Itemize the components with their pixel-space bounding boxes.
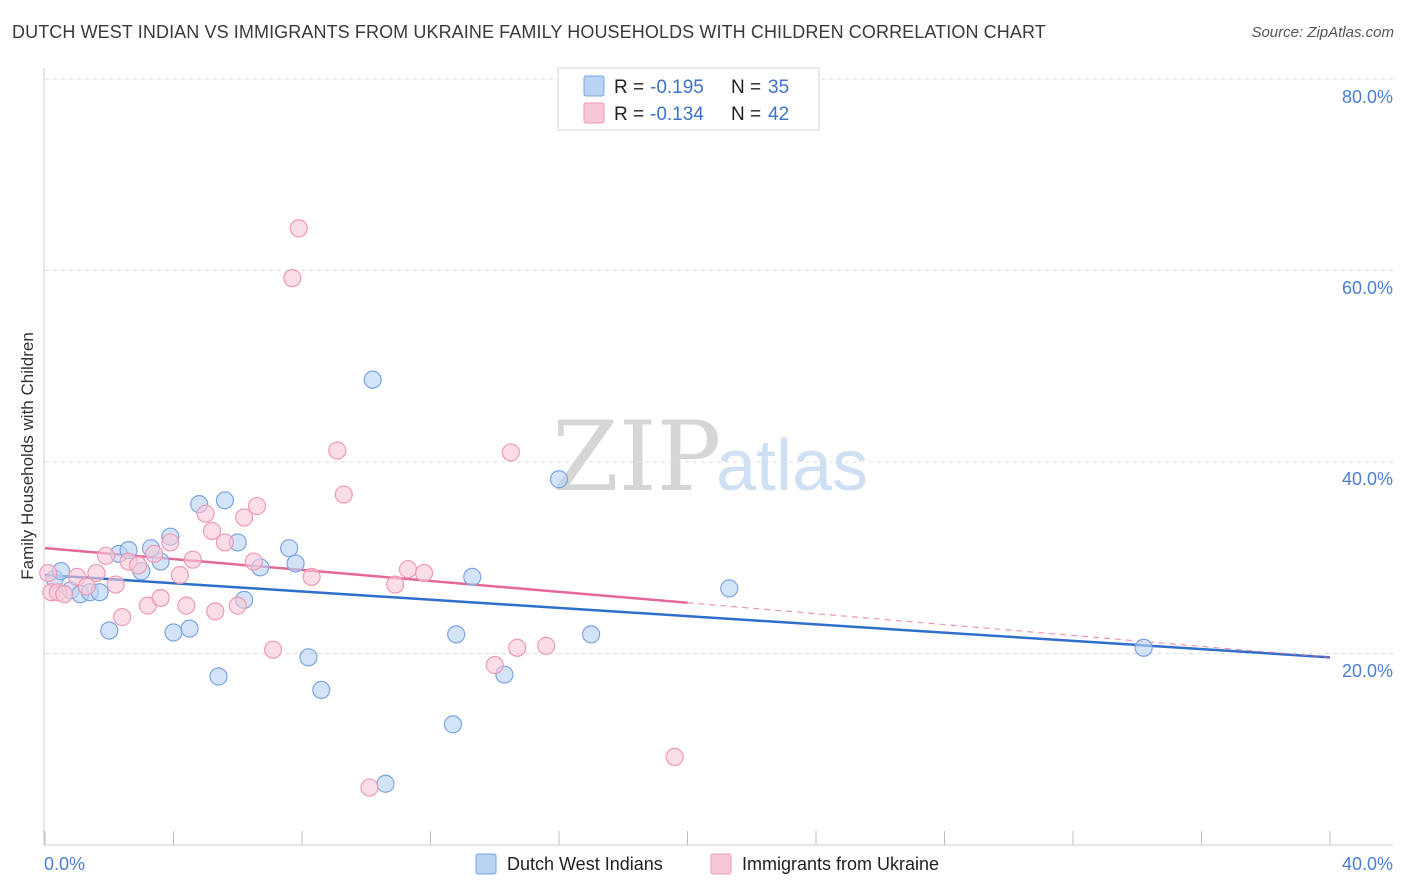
point-pink-32 — [334, 485, 353, 504]
y-tick-label-60: 60.0% — [1342, 278, 1393, 298]
point-pink-24 — [235, 508, 254, 527]
axis-layer — [43, 68, 1393, 846]
point-pink-25 — [244, 552, 263, 571]
point-pink-19 — [196, 504, 215, 523]
y-tick-label-20: 20.0% — [1342, 661, 1393, 681]
point-blue-32 — [582, 625, 601, 644]
point-pink-22 — [215, 533, 234, 552]
point-blue-22 — [286, 554, 305, 573]
point-layer — [39, 219, 1153, 797]
point-blue-34 — [1134, 638, 1153, 657]
legend-top-swatch-blue — [583, 75, 605, 97]
point-pink-35 — [398, 560, 418, 579]
point-pink-40 — [537, 636, 556, 655]
watermark-zip: ZIP — [552, 401, 721, 513]
legend-top-r-label-blue: R = — [614, 77, 644, 98]
point-blue-26 — [376, 774, 395, 793]
point-blue-23 — [299, 648, 318, 667]
point-pink-31 — [328, 441, 347, 460]
point-pink-37 — [485, 655, 504, 675]
point-pink-7 — [96, 546, 116, 565]
point-blue-25 — [363, 370, 382, 389]
legend-top-n-label-pink: N = — [731, 104, 761, 125]
point-blue-28 — [447, 625, 466, 644]
legend-bottom-swatch-pink — [710, 853, 732, 875]
chart-title: DUTCH WEST INDIAN VS IMMIGRANTS FROM UKR… — [12, 22, 1046, 42]
point-blue-6 — [100, 621, 119, 640]
trend-line-pink-dashed — [687, 602, 1331, 658]
point-pink-34 — [386, 575, 405, 594]
point-blue-27 — [443, 715, 463, 734]
legend-top-r-value-blue: -0.195 — [650, 77, 704, 98]
point-pink-15 — [161, 533, 180, 552]
y-tick-label-80: 80.0% — [1342, 87, 1393, 107]
trend-line-blue — [44, 573, 1331, 659]
x-tick-label-max: 40.0% — [1342, 854, 1393, 874]
point-pink-16 — [170, 565, 190, 585]
point-blue-13 — [164, 623, 183, 642]
legend-bottom-swatch-blue — [475, 853, 497, 875]
point-pink-21 — [206, 602, 225, 621]
point-pink-14 — [151, 588, 170, 608]
legend-top-n-label-blue: N = — [731, 77, 761, 98]
y-tick-label-40: 40.0% — [1342, 469, 1393, 489]
point-blue-33 — [720, 579, 739, 598]
point-pink-27 — [263, 640, 283, 659]
point-pink-5 — [77, 577, 96, 596]
point-pink-23 — [228, 596, 247, 615]
point-blue-17 — [215, 491, 234, 510]
point-pink-3 — [55, 585, 74, 604]
point-blue-31 — [549, 470, 569, 489]
legend-top-r-label-pink: R = — [614, 104, 644, 125]
point-pink-41 — [665, 747, 684, 767]
point-pink-17 — [177, 596, 196, 615]
chart-source: Source: ZipAtlas.com — [1251, 24, 1394, 41]
point-pink-26 — [247, 496, 267, 516]
legend-top-swatch-pink — [583, 102, 605, 124]
point-pink-30 — [302, 567, 321, 587]
point-blue-29 — [463, 567, 482, 587]
point-pink-29 — [289, 219, 308, 238]
point-pink-33 — [360, 778, 379, 797]
point-blue-21 — [280, 539, 299, 558]
point-pink-28 — [283, 269, 302, 288]
point-pink-39 — [508, 638, 527, 657]
y-axis-label: Family Households with Children — [18, 332, 37, 580]
x-tick-label-min: 0.0% — [44, 854, 85, 874]
point-pink-36 — [414, 563, 434, 583]
point-pink-6 — [87, 563, 106, 583]
point-blue-14 — [180, 619, 199, 638]
watermark-atlas: atlas — [716, 426, 868, 506]
point-pink-8 — [106, 575, 125, 594]
point-blue-24 — [312, 680, 331, 699]
point-pink-20 — [202, 521, 222, 541]
point-pink-38 — [501, 443, 520, 462]
point-pink-11 — [129, 556, 148, 575]
legend-top: R = -0.195 N = 35 R = -0.134 N = 42 — [557, 67, 820, 131]
legend-bottom: Dutch West Indians Immigrants from Ukrai… — [475, 853, 939, 875]
legend-top-n-value-blue: 35 — [768, 77, 789, 98]
point-pink-18 — [183, 550, 202, 569]
point-pink-9 — [112, 608, 132, 627]
legend-bottom-label-blue: Dutch West Indians — [507, 854, 663, 874]
legend-bottom-label-pink: Immigrants from Ukraine — [742, 854, 939, 874]
legend-top-r-value-pink: -0.134 — [650, 104, 704, 125]
legend-top-n-value-pink: 42 — [768, 104, 789, 125]
point-pink-13 — [145, 544, 164, 564]
point-blue-16 — [209, 667, 228, 686]
point-pink-0 — [39, 563, 58, 583]
